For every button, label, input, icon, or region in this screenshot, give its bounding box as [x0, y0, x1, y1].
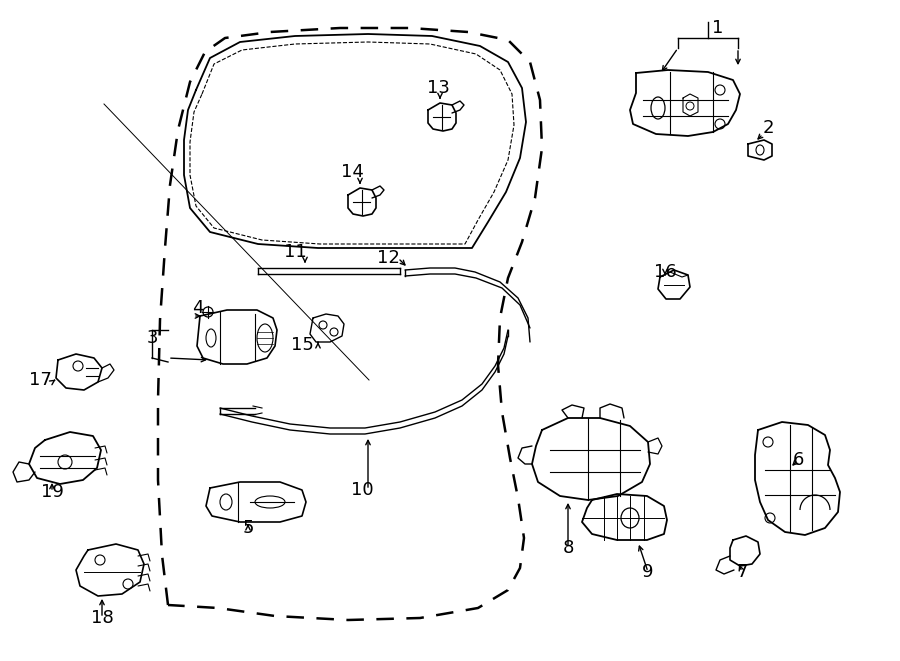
Text: 17: 17 — [29, 371, 51, 389]
Text: 4: 4 — [193, 299, 203, 317]
Text: 19: 19 — [40, 483, 63, 501]
Text: 6: 6 — [792, 451, 804, 469]
Text: 10: 10 — [351, 481, 374, 499]
Text: 5: 5 — [242, 519, 254, 537]
Text: 15: 15 — [291, 336, 313, 354]
Text: 2: 2 — [762, 119, 774, 137]
Text: 7: 7 — [736, 563, 748, 581]
Text: 3: 3 — [146, 329, 158, 347]
Text: 13: 13 — [427, 79, 449, 97]
Text: 12: 12 — [376, 249, 400, 267]
Text: 11: 11 — [284, 243, 306, 261]
Text: 18: 18 — [91, 609, 113, 627]
Text: 9: 9 — [643, 563, 653, 581]
Text: 16: 16 — [653, 263, 677, 281]
Text: 1: 1 — [712, 19, 724, 37]
Text: 8: 8 — [562, 539, 573, 557]
Text: 14: 14 — [340, 163, 364, 181]
